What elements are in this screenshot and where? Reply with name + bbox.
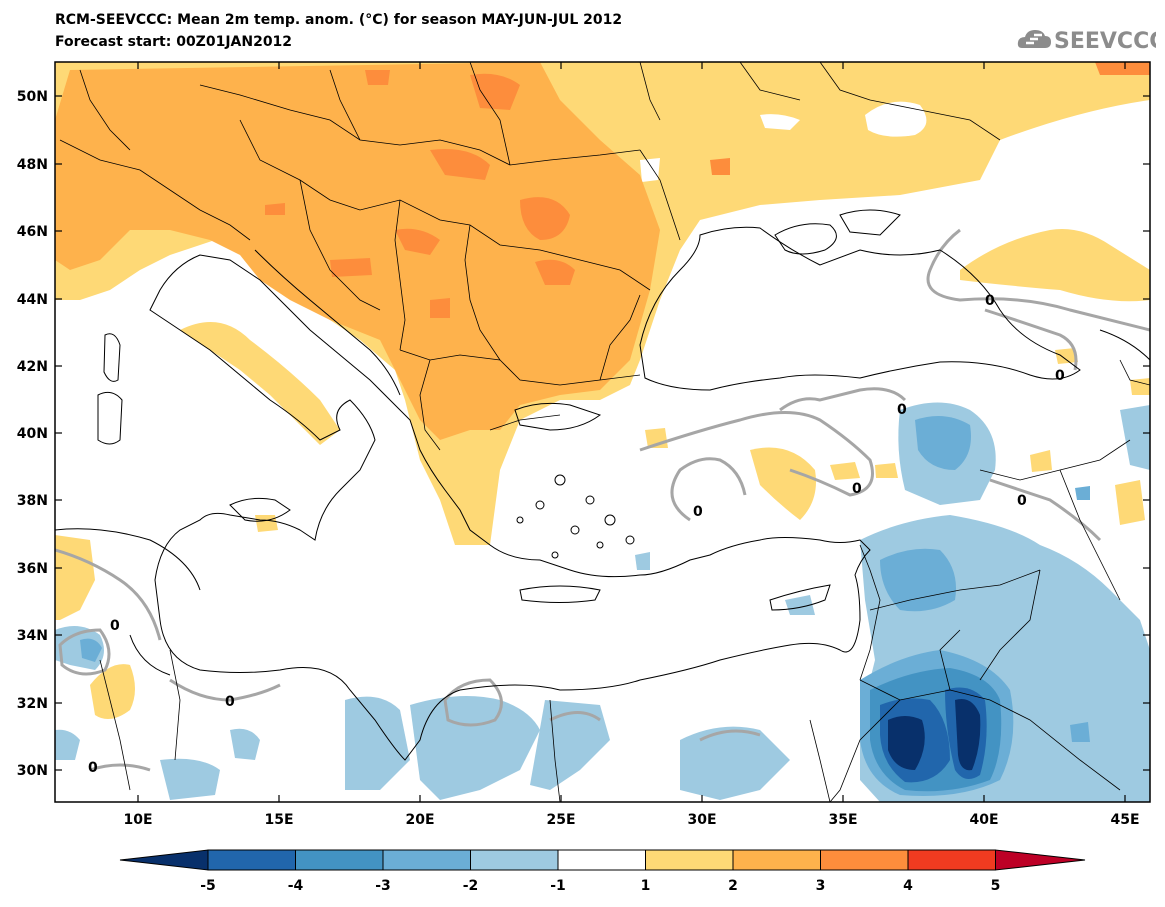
contour-label: 0 — [1055, 368, 1065, 384]
contour-label: 0 — [225, 694, 235, 710]
colorbar-swatch — [820, 849, 909, 871]
coastlines — [55, 209, 1150, 761]
colorbar-swatch — [207, 849, 296, 871]
colorbar-swatch — [382, 849, 471, 871]
lon-tick-label: 35E — [828, 812, 857, 828]
contour-label: 0 — [852, 481, 862, 497]
contour-label: 0 — [897, 402, 907, 418]
colorbar-swatch — [470, 849, 559, 871]
colorbar-label: -1 — [550, 878, 566, 894]
colorbar-label: 2 — [728, 878, 738, 894]
lat-tick-label: 34N — [17, 628, 48, 644]
lat-tick-label: 30N — [17, 763, 48, 779]
lon-tick-label: 45E — [1110, 812, 1139, 828]
lat-tick-label: 46N — [17, 224, 48, 240]
chart-subtitle: Forecast start: 00Z01JAN2012 — [55, 34, 293, 50]
colorbar-label: 4 — [903, 878, 913, 894]
colorbar-label: -5 — [200, 878, 216, 894]
lon-tick-label: 30E — [687, 812, 716, 828]
zero-contours — [55, 228, 1150, 772]
colorbar-legend: -5 -4 -3 -2 -1 1 2 3 4 5 — [119, 849, 1086, 894]
colorbar-label: 3 — [816, 878, 826, 894]
lat-tick-label: 50N — [17, 89, 48, 105]
lat-tick-label: 40N — [17, 426, 48, 442]
contour-label: 0 — [110, 618, 120, 634]
colorbar-swatch — [732, 849, 821, 871]
logo-text: SEEVCCC — [1054, 29, 1156, 54]
contour-label: 0 — [693, 504, 703, 520]
anomaly-region-minus2 — [915, 416, 971, 470]
anomaly-region-plus3 — [520, 197, 570, 240]
lat-tick-label: 44N — [17, 292, 48, 308]
country-borders — [59, 62, 1150, 802]
lat-tick-label: 42N — [17, 359, 48, 375]
lon-tick-label: 40E — [969, 812, 998, 828]
colorbar-arrow-high — [995, 849, 1086, 871]
seevccc-logo: SEEVCCC — [1016, 22, 1156, 56]
lat-tick-label: 38N — [17, 493, 48, 509]
chart-title: RCM-SEEVCCC: Mean 2m temp. anom. (°C) fo… — [55, 12, 623, 28]
map-frame — [54, 61, 1151, 803]
lon-tick-label: 20E — [405, 812, 434, 828]
colorbar-swatch — [557, 849, 646, 871]
colorbar-label: 5 — [991, 878, 1001, 894]
colorbar-swatch — [645, 849, 734, 871]
contour-label: 0 — [985, 293, 995, 309]
latitude-axis: 50N 48N 46N 44N 42N 40N 38N 36N 34N 32N 30N — [17, 89, 1150, 779]
lon-tick-label: 25E — [546, 812, 575, 828]
cloud-logo-icon — [1017, 30, 1051, 48]
contour-label: 0 — [1017, 493, 1027, 509]
colorbar-arrow-low — [119, 849, 209, 871]
contour-label: 0 — [88, 760, 98, 776]
lon-tick-label: 10E — [123, 812, 152, 828]
colorbar-label: -3 — [375, 878, 391, 894]
lat-tick-label: 48N — [17, 157, 48, 173]
map-field: 0 0 0 0 0 0 0 0 0 — [55, 62, 1150, 802]
colorbar-label: 1 — [641, 878, 651, 894]
anomaly-region-plus2 — [55, 62, 660, 440]
colorbar-label: -2 — [463, 878, 479, 894]
longitude-axis: 10E 15E 20E 25E 30E 35E 40E 45E — [123, 62, 1140, 828]
colorbar-swatch — [907, 849, 996, 871]
lon-tick-label: 15E — [264, 812, 293, 828]
colorbar-swatch — [295, 849, 384, 871]
colorbar-label: -4 — [288, 878, 304, 894]
lat-tick-label: 36N — [17, 561, 48, 577]
lat-tick-label: 32N — [17, 696, 48, 712]
